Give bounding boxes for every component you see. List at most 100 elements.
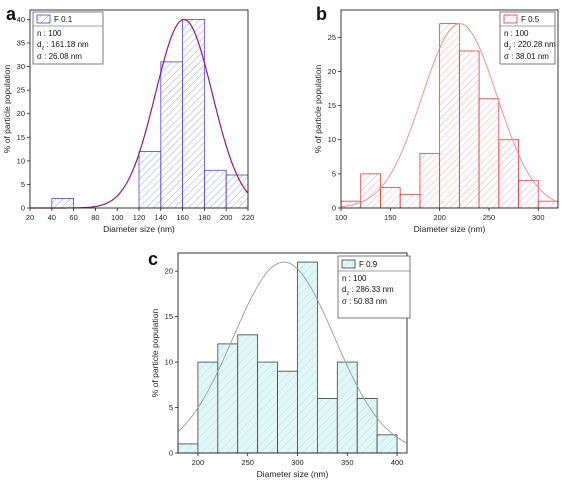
dz-value: : 286.33 nm (349, 285, 394, 294)
x-tick-label: 160 (176, 213, 189, 222)
x-tick-label: 40 (48, 213, 56, 222)
legend-swatch (36, 14, 51, 24)
legend-n: n : 100 (37, 29, 62, 38)
y-tick-label: 25 (328, 33, 336, 42)
x-tick-label: 80 (91, 213, 99, 222)
histogram-bar (439, 23, 460, 209)
y-tick-label: 10 (165, 358, 173, 367)
y-tick-label: 15 (328, 101, 336, 110)
histogram-bar (225, 174, 249, 209)
histogram-bar (237, 334, 259, 454)
y-axis-label: % of particle population (2, 65, 12, 154)
gaussian-fit-line (177, 261, 408, 444)
histogram-bar (356, 398, 378, 454)
histogram-bar (297, 261, 318, 454)
histogram-bar (380, 187, 401, 209)
histogram-bar (160, 61, 184, 209)
histogram-bar (458, 50, 480, 209)
y-tick-label: 5 (332, 169, 336, 178)
dz-subscript: z (346, 291, 349, 297)
x-axis-label: Diameter size (nm) (103, 224, 175, 234)
x-tick-label: 250 (483, 213, 496, 222)
chart-panel-a: 20 40 60 80 100 120 140 160 180 200 220 0 5 10 15 20 25 3… (2, 4, 254, 234)
x-axis-label: Diameter size (nm) (414, 224, 486, 234)
legend-swatch (503, 14, 518, 24)
legend-n: n : 100 (342, 274, 367, 283)
y-tick-label: 5 (169, 403, 173, 412)
x-tick-label: 60 (69, 213, 77, 222)
legend-series-name: F 0.5 (521, 15, 540, 24)
y-tick-label: 15 (17, 133, 25, 142)
legend: F 0.1 n : 100 dz : 161.18 nmσ : 26.08 nm (32, 11, 104, 65)
y-tick-label: 10 (328, 135, 336, 144)
legend-swatch (341, 259, 356, 269)
histogram-bar (316, 398, 338, 454)
x-tick-label: 100 (111, 213, 124, 222)
legend-dz: dz : 220.28 nm (504, 40, 556, 52)
y-tick-label: 40 (17, 15, 25, 24)
panel-letter: a (6, 4, 17, 24)
legend-sigma: σ : 26.08 nm (37, 52, 82, 61)
y-tick-label: 0 (21, 204, 25, 213)
histogram-bar (340, 200, 362, 209)
x-tick-label: 140 (155, 213, 168, 222)
histogram-bar (182, 19, 205, 209)
x-tick-label: 400 (391, 458, 404, 467)
dz-value: : 161.18 nm (44, 40, 89, 49)
histogram-bar (399, 193, 421, 209)
legend-series-name: F 0.9 (359, 260, 378, 269)
histogram-bar (257, 361, 278, 454)
legend-series-name: F 0.1 (54, 15, 73, 24)
histogram-bar (537, 200, 559, 209)
y-tick-label: 0 (332, 204, 336, 213)
y-tick-label: 0 (169, 449, 173, 458)
histogram-bar (177, 443, 199, 454)
y-tick-label: 30 (17, 62, 25, 71)
histogram-bar (138, 151, 162, 209)
histogram-bar (197, 361, 219, 454)
histogram-bar (51, 198, 74, 209)
histogram-bar (518, 180, 539, 209)
dz-symbol: d (504, 40, 508, 49)
x-tick-label: 180 (198, 213, 211, 222)
panel-letter: c (148, 249, 158, 269)
y-tick-label: 20 (17, 109, 25, 118)
histogram-bar (277, 370, 298, 454)
legend-box (32, 11, 104, 65)
histogram-bar (203, 169, 227, 209)
plot-frame (340, 9, 559, 209)
legend-dz: dz : 161.18 nm (37, 40, 89, 52)
x-tick-label: 250 (241, 458, 254, 467)
y-axis-label: % of particle population (313, 65, 323, 154)
x-tick-label: 200 (192, 458, 205, 467)
histogram-bar (376, 434, 398, 454)
y-tick-label: 15 (165, 312, 173, 321)
x-tick-label: 200 (220, 213, 233, 222)
x-tick-label: 300 (532, 213, 545, 222)
y-tick-label: 35 (17, 39, 25, 48)
histogram-bar (478, 98, 500, 209)
histogram-bar (217, 343, 239, 454)
chart-panel-b: 100 150 200 250 300 0 5 10 15 20 25 Diameter size (… (313, 4, 559, 234)
x-axis-label: Diameter size (nm) (257, 469, 329, 479)
dz-symbol: d (342, 285, 346, 294)
gaussian-fit-line (340, 23, 559, 208)
histogram-bar (498, 139, 519, 209)
dz-subscript: z (508, 46, 511, 52)
chart-panel-c: 200 250 300 350 400 0 5 10 15 20 Diameter size (nm… (148, 249, 411, 479)
x-tick-label: 220 (242, 213, 255, 222)
legend-n: n : 100 (504, 29, 529, 38)
x-tick-label: 300 (291, 458, 304, 467)
legend-sigma: σ : 50.83 nm (342, 297, 387, 306)
x-tick-label: 120 (133, 213, 146, 222)
x-tick-label: 150 (384, 213, 397, 222)
legend-dz: dz : 286.33 nm (342, 285, 394, 297)
plot-frame (177, 252, 408, 454)
panel-letter: b (316, 4, 327, 24)
x-tick-label: 200 (433, 213, 446, 222)
y-axis-label: % of particle population (150, 309, 160, 398)
histogram-bar (336, 361, 358, 454)
